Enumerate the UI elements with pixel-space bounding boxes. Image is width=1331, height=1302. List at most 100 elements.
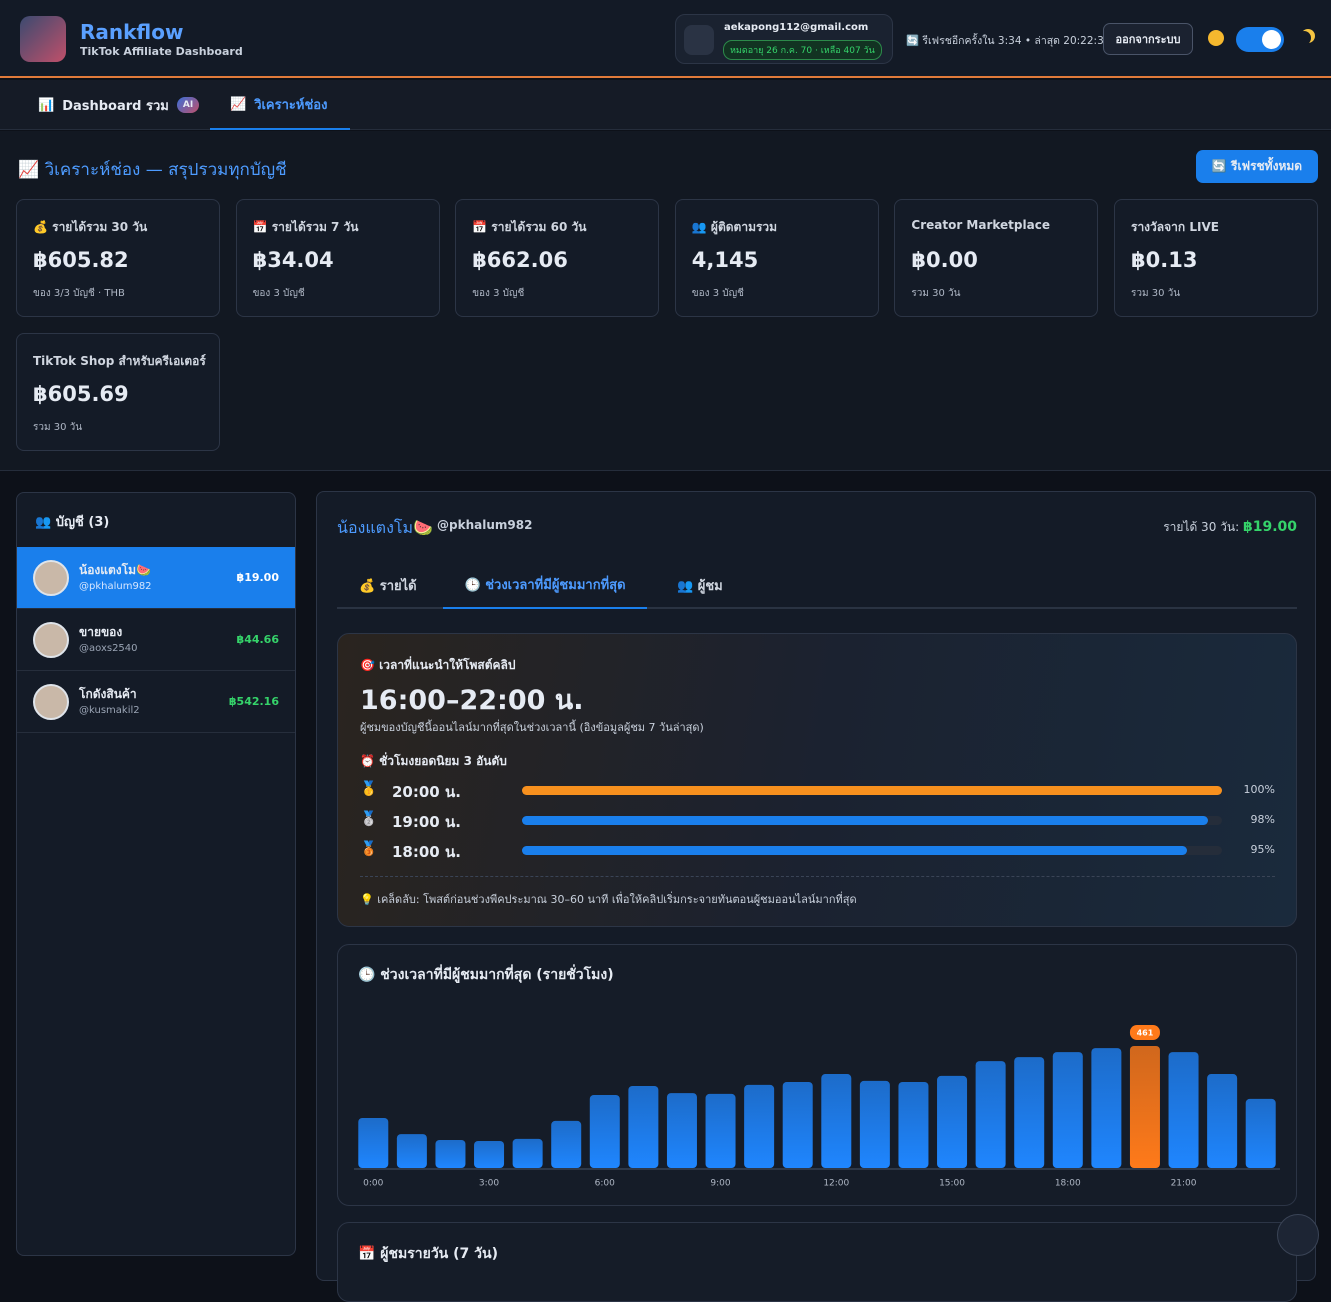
bar — [1091, 1048, 1122, 1168]
detail-panel: น้องแตงโม🍉 @pkhalum982 รายได้ 30 วัน: ฿1… — [316, 491, 1316, 1302]
bar-fill — [522, 786, 1222, 795]
card-value: ฿662.06 — [472, 248, 568, 272]
account-amount: ฿44.66 — [236, 633, 279, 646]
account-avatar — [33, 622, 69, 658]
x-tick-label: 6:00 — [595, 1179, 615, 1189]
stat-card: 👥 ผู้ติดตามรวม 4,145 ของ 3 บัญชี — [674, 199, 879, 317]
bar — [1014, 1057, 1045, 1168]
bar — [589, 1094, 620, 1168]
percent-label: 95% — [1250, 843, 1275, 856]
theme-toggle[interactable] — [1236, 27, 1284, 52]
card-value: 4,145 — [691, 248, 759, 272]
chart: 🕒 ช่วงเวลาที่มีผู้ชมมากที่สุด (รายชั่วโม… — [354, 964, 1280, 1189]
nav-tab[interactable]: 📊 Dashboard รวม AI — [18, 80, 219, 130]
revenue-label: รายได้ 30 วัน: — [1163, 520, 1240, 534]
card-value: ฿0.13 — [1131, 248, 1198, 272]
x-tick-label: 12:00 — [823, 1179, 849, 1189]
detail-tabs: 💰 รายได้ 🕒 ช่วงเวลาที่มีผู้ชมมากที่สุด 👥… — [337, 562, 1297, 609]
account-avatar — [33, 684, 69, 720]
detail-tab[interactable]: 💰 รายได้ — [359, 579, 417, 594]
stat-card: 📅 รายได้รวม 7 วัน฿34.04 ของ 3 บัญชี — [235, 199, 440, 317]
stat-card: TikTok Shop สำหรับครีเอเตอร์฿605.69 รวม 3… — [16, 333, 220, 451]
medal: 🥈 — [360, 811, 378, 827]
x-tick-label: 3:00 — [479, 1179, 499, 1189]
x-tick-label: 0:00 — [363, 1179, 383, 1189]
nav-tab[interactable]: 📈 วิเคราะห์ช่อง — [210, 80, 350, 130]
top-hour-row: 🥈 19:00 น. 98% — [360, 805, 1275, 835]
avatar — [684, 25, 714, 55]
revenue-summary: รายได้ 30 วัน: ฿19.00 — [1163, 518, 1297, 537]
bar — [937, 1075, 968, 1168]
bar — [666, 1093, 697, 1168]
detail-tab[interactable]: 🕒 ช่วงเวลาที่มีผู้ชมมากที่สุด — [443, 562, 647, 609]
card-note: รวม 30 วัน — [1131, 288, 1181, 299]
card-note: ของ 3 บัญชี — [472, 288, 525, 299]
card-title: 📅 ผู้ชมรายวัน (7 วัน) — [358, 1246, 498, 1262]
detail-tab[interactable]: 👥 ผู้ชม — [677, 579, 723, 594]
value-badge — [1129, 1025, 1160, 1040]
bar — [1052, 1052, 1083, 1168]
recommend-box: 🎯 เวลาที่แนะนำให้โพสต์คลิป 16:00–22:00 น… — [337, 633, 1297, 927]
tab-label: Dashboard รวม — [62, 98, 169, 114]
medal: 🥇 — [360, 781, 378, 797]
account-item[interactable]: ขายของ @aoxs2540 ฿44.66 — [17, 609, 295, 671]
bar — [396, 1134, 427, 1168]
hour: 19:00 น. — [392, 813, 461, 831]
refresh-all-button[interactable]: 🔄 รีเฟรชทั้งหมด — [1196, 150, 1318, 183]
accounts-title: 👥 บัญชี (3) — [35, 515, 110, 530]
x-tick-label: 9:00 — [710, 1179, 730, 1189]
bar — [859, 1080, 890, 1168]
x-tick-label: 21:00 — [1171, 1179, 1197, 1189]
sun-icon — [1208, 30, 1224, 46]
tab-icon: 📊 — [38, 97, 55, 113]
logout-button[interactable]: ออกจากระบบ — [1103, 23, 1193, 55]
card-label: TikTok Shop สำหรับครีเอเตอร์ — [33, 354, 206, 368]
top-hour-row: 🥇 20:00 น. 100% — [360, 775, 1275, 805]
card-value: ฿605.69 — [33, 382, 129, 406]
recommend-description: ผู้ชมของบัญชีนี้ออนไลน์มากที่สุดในช่วงเว… — [360, 721, 704, 734]
bar-track — [522, 816, 1222, 825]
stat-card: 📅 รายได้รวม 60 วัน ฿662.06 ของ 3 บัญชี — [455, 199, 660, 317]
bar — [474, 1141, 505, 1168]
account-handle: @pkhalum982 — [437, 518, 533, 532]
tab-icon: 📈 — [230, 96, 247, 112]
card-value: ฿0.00 — [911, 248, 978, 272]
account-name: น้องแตงโม🍉 — [337, 518, 433, 537]
chart-title: 🕒 ช่วงเวลาที่มีผู้ชมมากที่สุด (รายชั่วโม… — [358, 964, 614, 983]
card-note: ของ 3 บัญชี — [252, 288, 305, 299]
account-name: โกดังสินค้า — [79, 687, 137, 701]
expiry-badge: หมดอายุ 26 ก.ค. 70 · เหลือ 407 วัน — [723, 40, 882, 60]
bar — [512, 1138, 543, 1168]
user-box: aekapong112@gmail.com หมดอายุ 26 ก.ค. 70… — [675, 14, 893, 64]
card-label: Creator Marketplace — [911, 218, 1050, 232]
tip: 💡 เคล็ดลับ: โพสต์ก่อนช่วงพีคประมาณ 30–60… — [360, 893, 857, 906]
stat-card: 💰 รายได้รวม 30 วัน ฿605.82 ของ 3/3 บัญชี ·… — [16, 199, 220, 317]
account-item[interactable]: น้องแตงโม🍉 @pkhalum982 ฿19.00 — [17, 547, 295, 609]
percent-label: 98% — [1250, 813, 1275, 826]
card-label: 📅 รายได้รวม 7 วัน — [252, 220, 359, 234]
account-handle: @pkhalum982 — [79, 581, 152, 592]
account-amount: ฿542.16 — [228, 695, 279, 708]
nav: 📊 Dashboard รวม AI 📈 วิเคราะห์ช่อง — [0, 80, 1331, 130]
card-label: 💰 รายได้รวม 30 วัน — [33, 220, 148, 234]
header: Rankflow TikTok Affiliate Dashboard aeka… — [0, 0, 1331, 78]
floating-button[interactable] — [1277, 1214, 1319, 1256]
card-note: รวม 30 วัน — [33, 422, 83, 433]
summary-section: 📈 วิเคราะห์ช่อง — สรุปรวมทุกบัญชี 🔄 รีเฟ… — [0, 131, 1331, 471]
bar — [1207, 1074, 1238, 1168]
email: aekapong112@gmail.com — [724, 22, 869, 33]
hour: 18:00 น. — [392, 843, 461, 861]
account-handle: @aoxs2540 — [79, 643, 138, 654]
account-item[interactable]: โกดังสินค้า @kusmakil2 ฿542.16 — [17, 671, 295, 733]
account-name: ขายของ — [79, 625, 123, 639]
bar-fill — [522, 846, 1187, 855]
medal: 🥉 — [360, 841, 378, 857]
recommend-title: 🎯 เวลาที่แนะนำให้โพสต์คลิป — [360, 658, 516, 672]
ai-badge: AI — [176, 97, 200, 113]
card-value: ฿34.04 — [252, 248, 334, 272]
brand-subtitle: TikTok Affiliate Dashboard — [80, 45, 243, 58]
bar-track — [522, 846, 1222, 855]
card-note: รวม 30 วัน — [911, 288, 961, 299]
bar — [551, 1120, 582, 1168]
